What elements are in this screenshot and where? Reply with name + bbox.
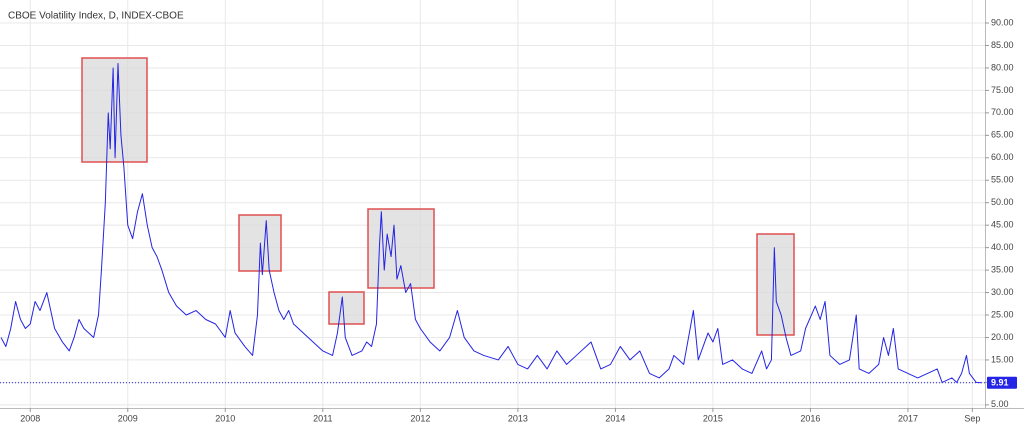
y-tick-label: 40.00 <box>991 242 1014 252</box>
y-tick-label: 60.00 <box>991 152 1014 162</box>
x-tick-label: 2017 <box>898 413 918 423</box>
grid <box>0 0 985 408</box>
y-tick-label: 45.00 <box>991 220 1014 230</box>
highlight-box <box>328 291 365 325</box>
x-tick-label: Sep <box>964 413 980 423</box>
y-tick-label: 30.00 <box>991 287 1014 297</box>
y-tick-label: 80.00 <box>991 62 1014 72</box>
x-tick-label: 2009 <box>118 413 138 423</box>
y-tick-label: 65.00 <box>991 130 1014 140</box>
y-tick-label: 20.00 <box>991 332 1014 342</box>
x-tick-label: 2011 <box>313 413 332 423</box>
last-value-badge <box>987 376 1017 389</box>
y-tick-label: 50.00 <box>991 197 1014 207</box>
y-tick-label: 35.00 <box>991 264 1014 274</box>
x-tick-label: 2012 <box>410 413 430 423</box>
x-tick-label: 2013 <box>508 413 528 423</box>
x-tick-label: 2014 <box>605 413 625 423</box>
x-tick-label: 2015 <box>703 413 723 423</box>
x-tick-label: 2016 <box>800 413 820 423</box>
x-tick-label: 2010 <box>215 413 235 423</box>
y-tick-label: 5.00 <box>991 399 1009 409</box>
x-tick-label: 2008 <box>20 413 40 423</box>
y-tick-label: 55.00 <box>991 175 1014 185</box>
y-tick-label: 25.00 <box>991 309 1014 319</box>
y-tick-label: 85.00 <box>991 40 1014 50</box>
y-tick-label: 15.00 <box>991 354 1014 364</box>
last-value-label: 9.91 <box>991 378 1009 388</box>
chart-title: CBOE Volatility Index, D, INDEX-CBOE <box>8 11 184 22</box>
y-tick-label: 75.00 <box>991 85 1014 95</box>
y-tick-label: 70.00 <box>991 107 1014 117</box>
price-line <box>0 62 982 384</box>
y-tick-label: 90.00 <box>991 17 1014 27</box>
